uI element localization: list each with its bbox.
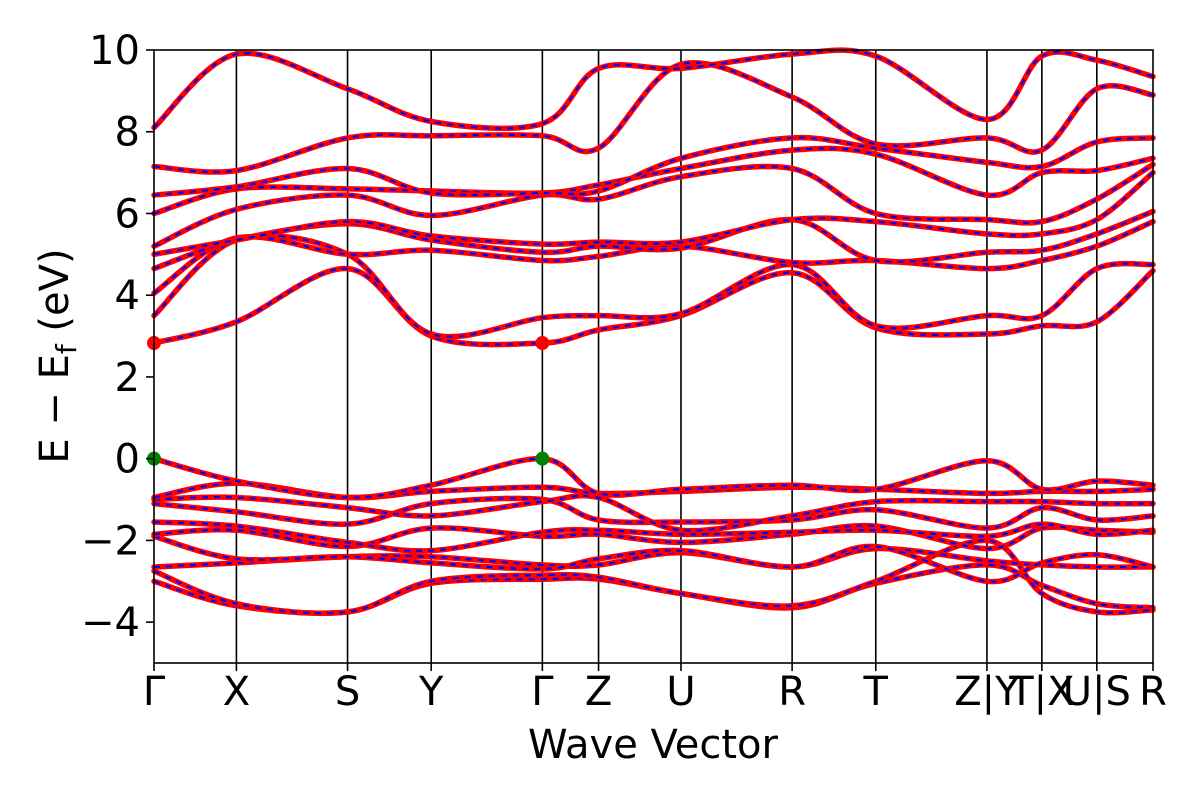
band-line-12 xyxy=(151,218,1156,296)
y-axis-title: E − Ef (eV) xyxy=(32,248,83,463)
band-line-18 xyxy=(151,60,1156,175)
y-axis-title-subscript: f xyxy=(50,343,83,354)
x-tick-label: U|S xyxy=(1063,669,1131,715)
y-tick-label: 0 xyxy=(115,437,140,483)
x-tick-label: R xyxy=(778,669,806,715)
band-dash-15 xyxy=(153,163,1154,248)
x-tick-label: U xyxy=(666,669,695,715)
y-tick-label: 10 xyxy=(89,28,140,74)
x-tick-label: Γ xyxy=(531,669,554,715)
y-axis-ticks: −4 −2 0 2 4 6 8 10 xyxy=(81,28,154,646)
x-tick-label: Z xyxy=(585,669,612,715)
band-line-4 xyxy=(151,522,1156,552)
band-curves xyxy=(151,47,1156,617)
x-tick-label: Γ xyxy=(143,669,166,715)
cbm-marker xyxy=(535,336,550,351)
x-tick-label: S xyxy=(335,669,360,715)
y-tick-label: 6 xyxy=(115,191,140,237)
band-line-14 xyxy=(151,169,1156,258)
x-tick-label: X xyxy=(223,669,250,715)
y-tick-label: −4 xyxy=(81,600,140,646)
band-dash-3 xyxy=(153,535,1154,583)
x-tick-label: R xyxy=(1139,669,1167,715)
band-dash-9 xyxy=(153,457,1154,499)
band-dash-16 xyxy=(153,147,1154,215)
x-tick-label: T|X xyxy=(1008,669,1074,715)
band-line-7 xyxy=(151,492,1156,534)
y-tick-label: 8 xyxy=(115,110,140,156)
x-tick-label: Z|Y xyxy=(954,669,1020,715)
y-axis-title-unit: (eV) xyxy=(32,248,78,344)
band-dash-19 xyxy=(153,48,1154,130)
x-axis-title: Wave Vector xyxy=(528,722,779,768)
band-dash-5 xyxy=(153,520,1154,552)
plot-frame xyxy=(153,49,1154,664)
band-dash-17 xyxy=(153,136,1154,197)
vbm-marker xyxy=(535,451,550,466)
x-tick-label: T xyxy=(863,669,889,715)
y-axis-title-main: E − E xyxy=(32,354,78,464)
x-axis-ticks: Γ X S Y Γ Z U R T Z|YT|XU|S R xyxy=(143,663,1167,715)
band-line-6 xyxy=(151,495,1156,531)
band-dash-1 xyxy=(153,539,1154,615)
x-tick-label: Y xyxy=(418,669,444,715)
band-dash-10 xyxy=(153,267,1154,346)
y-tick-label: −2 xyxy=(81,518,140,564)
y-tick-label: 4 xyxy=(115,273,140,319)
y-tick-label: 2 xyxy=(115,355,140,401)
